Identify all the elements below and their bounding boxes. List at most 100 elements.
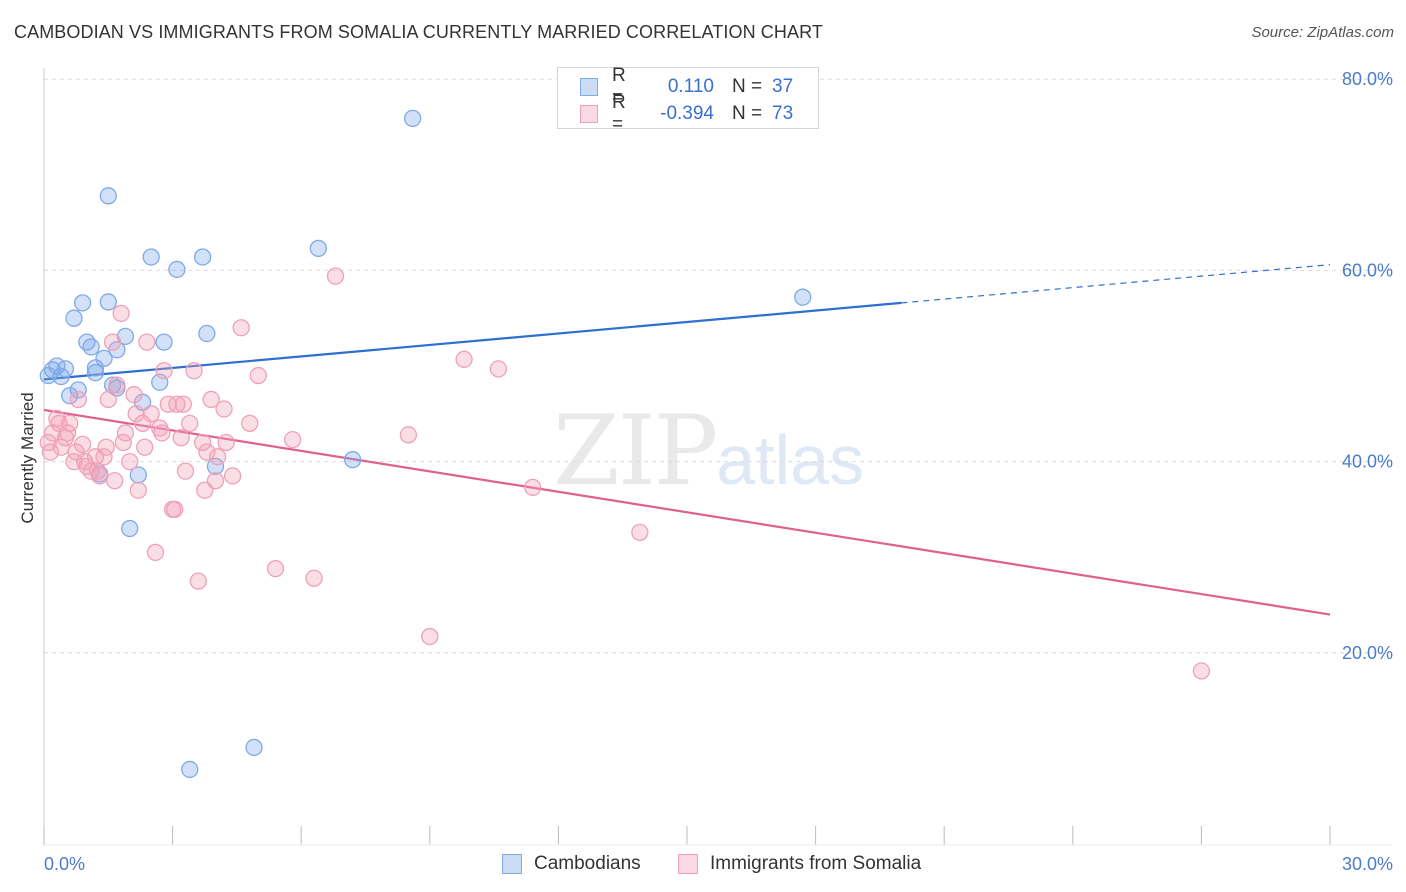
x-tick-label: 30.0%	[1342, 854, 1393, 874]
data-point	[48, 357, 66, 375]
data-point	[232, 319, 250, 337]
data-point	[283, 430, 302, 449]
data-point	[73, 294, 92, 312]
data-point	[198, 324, 216, 343]
data-point	[69, 390, 87, 409]
legend-item-somalia[interactable]: Immigrants from Somalia	[678, 851, 921, 877]
data-point	[41, 443, 60, 461]
data-point	[121, 452, 139, 471]
data-point	[223, 467, 242, 485]
data-point	[121, 519, 139, 538]
series-cambodians-points	[39, 109, 812, 779]
data-point	[129, 466, 147, 484]
data-point	[69, 381, 87, 399]
data-point	[138, 333, 156, 351]
data-point	[489, 360, 508, 378]
data-point	[326, 267, 345, 285]
data-point	[193, 248, 212, 266]
data-point	[67, 443, 85, 461]
data-point	[208, 448, 227, 466]
chart-title: CAMBODIAN VS IMMIGRANTS FROM SOMALIA CUR…	[14, 22, 823, 42]
watermark-atlas: atlas	[716, 421, 865, 499]
data-point	[146, 543, 165, 562]
data-point	[166, 500, 184, 519]
data-point	[421, 627, 439, 646]
data-point	[86, 359, 105, 377]
x-tick-label: 0.0%	[44, 854, 85, 874]
data-point	[103, 333, 122, 351]
data-point	[631, 523, 649, 541]
trend-lines	[43, 264, 1331, 616]
r-label: R =	[612, 92, 626, 135]
data-point	[88, 462, 107, 480]
series-somalia-points	[39, 267, 1211, 680]
data-point	[133, 414, 152, 433]
y-tick-label: 60.0%	[1342, 260, 1393, 280]
data-point	[153, 424, 171, 442]
data-point	[181, 414, 199, 433]
stats-legend: R = 0.110 N = 37 R = -0.394 N = 73	[557, 65, 819, 135]
data-point	[114, 433, 132, 452]
data-point	[193, 433, 212, 452]
watermark: ZIPatlas	[553, 395, 864, 507]
trend-line-extension	[901, 264, 1331, 304]
n-label: N =	[732, 76, 763, 97]
data-point	[189, 572, 207, 590]
data-point	[58, 424, 77, 442]
somalia-legend-swatch	[678, 854, 698, 874]
stats-row-cambodians: R = 0.110 N = 37	[580, 65, 793, 108]
data-point	[455, 350, 473, 368]
trend-line	[43, 408, 1331, 616]
data-point	[185, 362, 203, 380]
legend-label: Immigrants from Somalia	[710, 853, 922, 874]
data-point	[106, 472, 124, 490]
data-point	[61, 386, 79, 405]
data-point	[129, 481, 147, 499]
axes	[43, 68, 1392, 846]
y-axis-label: Currently Married	[18, 392, 37, 523]
data-point	[343, 451, 362, 469]
data-point	[241, 414, 259, 433]
data-point	[112, 304, 130, 323]
r-value: -0.394	[660, 103, 714, 124]
legend-label: Cambodians	[534, 853, 641, 874]
data-point	[168, 260, 186, 279]
data-point	[95, 349, 113, 368]
data-point	[206, 472, 225, 490]
data-point	[524, 478, 542, 497]
data-point	[76, 452, 94, 471]
data-point	[215, 400, 233, 418]
data-point	[399, 426, 418, 444]
data-point	[198, 443, 216, 461]
data-point	[305, 569, 323, 587]
data-point	[196, 481, 214, 499]
data-point	[202, 390, 220, 409]
n-label: N =	[732, 103, 763, 124]
legend-item-cambodians[interactable]: Cambodians	[502, 851, 641, 877]
y-tick-label: 20.0%	[1342, 643, 1393, 663]
data-point	[217, 433, 235, 452]
cambodians-swatch	[580, 78, 598, 96]
data-point	[82, 338, 100, 356]
data-point	[86, 364, 105, 382]
data-point	[404, 109, 422, 128]
data-point	[1192, 662, 1211, 680]
data-point	[181, 760, 199, 779]
tick-labels: 20.0% 40.0% 60.0% 80.0% 0.0% 30.0%	[44, 69, 1393, 874]
n-value: 73	[772, 103, 794, 124]
data-point	[245, 738, 263, 757]
y-tick-label: 40.0%	[1342, 452, 1393, 472]
data-point	[309, 239, 327, 258]
data-point	[65, 309, 83, 327]
data-point	[174, 395, 192, 413]
data-point	[142, 248, 160, 266]
data-point	[39, 366, 57, 385]
data-point	[97, 438, 115, 456]
data-point	[176, 462, 195, 480]
stats-row-somalia: R = -0.394 N = 73	[580, 92, 794, 135]
data-point	[108, 376, 126, 394]
cambodians-legend-swatch	[502, 854, 522, 874]
source-label: Source: ZipAtlas.com	[1251, 24, 1394, 41]
data-point	[155, 362, 173, 380]
